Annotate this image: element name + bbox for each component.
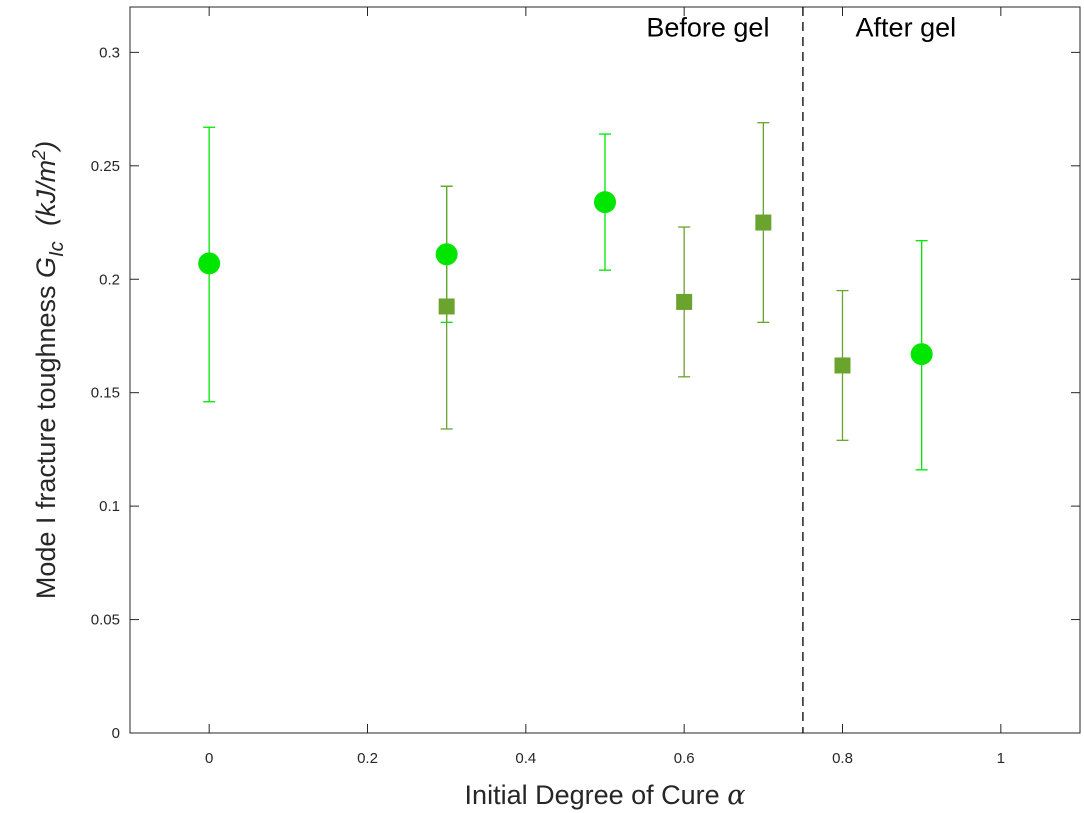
y-tick-label: 0.2: [99, 271, 120, 288]
x-tick-label: 0.4: [515, 750, 536, 767]
x-axis-label: Initial Degree of Cure: [465, 780, 720, 810]
y-axis-units: (kJ/m: [31, 160, 61, 226]
data-point-square: [834, 357, 851, 374]
data-point-circle: [435, 243, 458, 266]
x-axis-symbol: α: [727, 780, 745, 811]
x-tick-label: 1: [997, 750, 1005, 767]
y-tick-label: 0.15: [91, 385, 120, 402]
y-axis-symbol: G: [31, 257, 61, 278]
annotation-label: After gel: [856, 12, 957, 42]
y-axis-label: Mode I fracture toughness: [31, 285, 61, 599]
y-tick-label: 0: [112, 725, 120, 742]
y-tick-label: 0.25: [91, 158, 120, 175]
y-tick-label: 0.05: [91, 612, 120, 629]
data-markers: [198, 191, 933, 374]
data-point-square: [755, 214, 772, 231]
data-point-circle: [198, 252, 221, 275]
y-axis-units-sup: 2: [29, 150, 49, 161]
x-tick-label: 0.8: [832, 750, 853, 767]
x-tick-label: 0: [205, 750, 213, 767]
annotation-label: Before gel: [646, 12, 769, 42]
y-tick-label: 0.1: [99, 498, 120, 515]
y-axis-subscript: Ic: [46, 241, 68, 257]
plot-area: [129, 6, 1081, 734]
data-point-circle: [594, 191, 616, 214]
x-tick-label: 0.2: [357, 750, 378, 767]
data-point-square: [676, 293, 693, 310]
data-point-square: [438, 298, 455, 315]
x-axis-title: Initial Degree of Cure α: [465, 780, 746, 811]
y-tick-label: 0.3: [99, 44, 120, 61]
x-tick-label: 0.6: [674, 750, 695, 767]
y-axis-units-close: ): [31, 141, 61, 153]
data-point-circle: [910, 343, 933, 366]
annotations: Before gel After gel: [646, 12, 956, 42]
axis-ticks: 0 0.2 0.4 0.6 0.8 1 0 0.05 0.1 0.15 0.2 0.25 0.3: [91, 7, 1080, 767]
y-axis-title: Mode I fracture toughness GIc (kJ/m2): [29, 141, 69, 599]
